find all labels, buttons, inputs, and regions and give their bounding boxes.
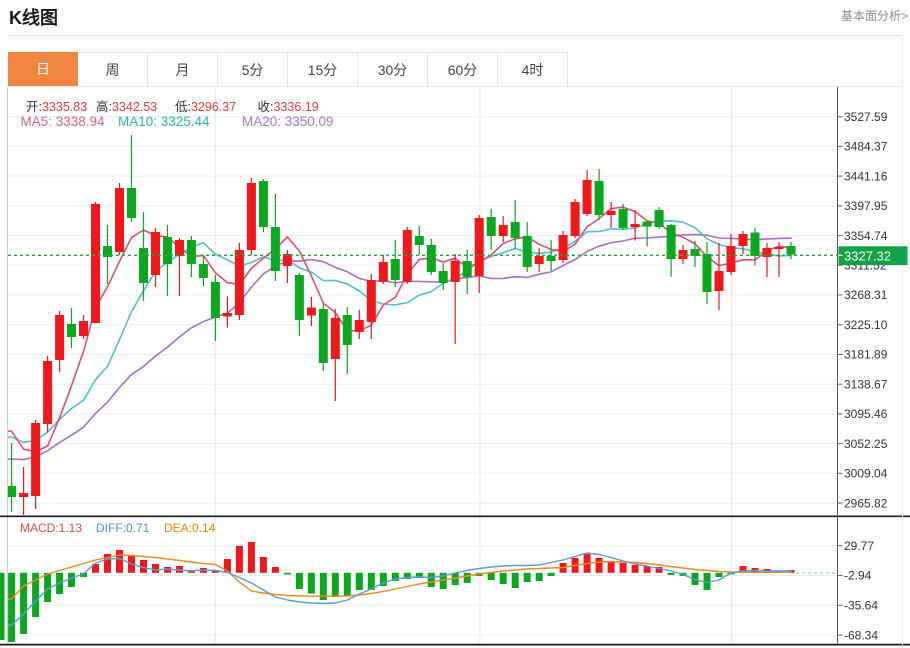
svg-text:3138.67: 3138.67 — [844, 377, 888, 391]
svg-text:3397.95: 3397.95 — [844, 199, 888, 213]
svg-text:3484.37: 3484.37 — [844, 140, 888, 154]
svg-text:3527.59: 3527.59 — [844, 110, 888, 124]
svg-text:3009.04: 3009.04 — [844, 467, 888, 481]
svg-text:29.77: 29.77 — [844, 539, 874, 553]
svg-text:3095.46: 3095.46 — [844, 407, 888, 421]
svg-text:2965.82: 2965.82 — [844, 496, 888, 510]
svg-text:3052.25: 3052.25 — [844, 437, 888, 451]
svg-text:3181.89: 3181.89 — [844, 348, 888, 362]
svg-text:3225.10: 3225.10 — [844, 318, 888, 332]
svg-text:3441.16: 3441.16 — [844, 169, 888, 183]
svg-text:3327.32: 3327.32 — [844, 248, 891, 263]
svg-text:-35.64: -35.64 — [844, 599, 878, 613]
svg-text:3354.74: 3354.74 — [844, 229, 888, 243]
svg-text:-68.34: -68.34 — [844, 628, 878, 642]
svg-text:3268.31: 3268.31 — [844, 288, 888, 302]
svg-text:-2.94: -2.94 — [844, 569, 872, 583]
